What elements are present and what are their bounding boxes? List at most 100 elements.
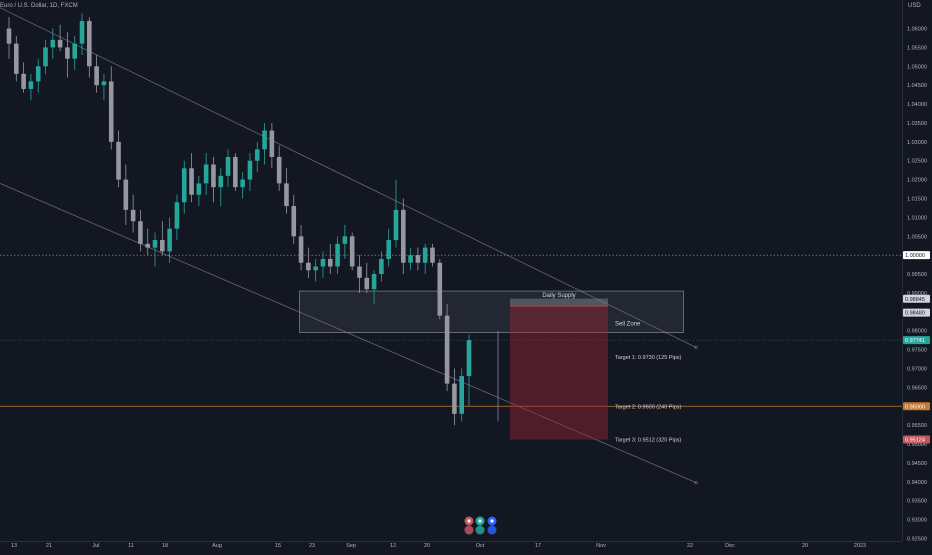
candle-bearish [284,168,289,214]
y-tick-label: 0.93500 [907,499,927,505]
candle-bearish [65,32,70,78]
candle-body [196,183,202,195]
channel-upper-endpoint [694,345,698,349]
candle-body [306,262,311,271]
y-tick-label: 0.96500 [907,385,927,391]
candle-bullish [43,39,48,74]
candle-bullish [174,194,180,241]
price-tag-bg [903,435,930,444]
y-tick-label: 0.95500 [907,423,927,429]
candle-bullish [393,179,399,248]
x-tick-label: Nov [596,543,606,549]
candles [6,13,472,426]
candle-bullish [152,232,158,267]
price-tag-label: 0.97741 [905,338,925,344]
y-tick-label: 0.95000 [907,442,927,448]
price-tag-label: 1.00000 [905,253,925,259]
candle-body [379,258,384,275]
candle-body [371,274,377,290]
flag-icon-dot [467,519,471,523]
candle-body [152,240,158,248]
candle-bearish [444,304,450,392]
candle-body [313,266,318,271]
currency-label: USD [908,3,921,9]
candle-body [393,209,399,241]
news-icon[interactable] [487,516,497,535]
chart-title: Euro / U.S. Dollar, 1D, FXCM [0,3,78,9]
flag-icon[interactable] [464,516,474,535]
candle-body [335,243,340,267]
candle-bullish [240,172,245,199]
candle-body [444,315,450,384]
candle-bearish [437,258,443,320]
time-axis[interactable]: 13 21 Jul 11 18 Aug 15 23 Sep 12 20 Oct 17 Nov 22 Dec 20… [0,541,902,550]
channel-upper-line [0,7,697,348]
candle-body [254,149,260,161]
candle-body [181,168,187,203]
price-tag-zone: 0.98480 [903,308,930,317]
floating-toolbar[interactable] [464,516,497,535]
candle-body [123,179,129,210]
candle-bearish [452,368,457,426]
candle-bullish [466,334,472,407]
candle-body [21,73,26,89]
y-tick-label: 0.97000 [907,367,927,373]
candle-bullish [313,258,318,282]
candle-body [284,183,289,207]
candle-bullish [408,247,413,271]
candle-body [116,141,121,180]
price-tag-label: 0.95124 [905,438,925,444]
candle-body [408,255,413,263]
candle-bearish [357,255,362,293]
candle-bullish [79,13,85,55]
candle-bullish [72,36,78,71]
sell-zone-label: Sell Zone [615,322,641,328]
y-tick-label: 0.93000 [907,518,927,524]
x-tick-label: 17 [535,543,541,549]
candle-bearish [108,66,114,150]
candle-body [247,160,253,180]
candle-bullish [50,28,56,59]
candle-body [466,340,472,377]
candle-body [65,47,70,59]
candle-body [6,28,12,44]
price-tag-label: 0.98845 [905,297,925,303]
price-tag-label: 0.98480 [905,311,925,317]
candle-body [218,175,224,188]
candle-body [415,255,421,263]
y-tick-label: 1.01500 [907,197,927,203]
calendar-icon-bottom [475,525,485,535]
x-tick-label: 13 [11,543,17,549]
candle-body [437,262,443,316]
calendar-icon-dot [478,519,482,523]
candle-body [211,164,216,188]
candle-body [452,383,457,414]
candle-bullish [320,251,326,278]
candle-body [364,277,370,290]
candle-bearish [415,247,421,271]
descending-channel [0,7,698,485]
candle-bearish [14,36,19,82]
candle-bearish [160,221,165,256]
candle-body [57,39,63,48]
y-tick-label: 0.99000 [907,291,927,297]
price-axis[interactable]: 1.06000 1.05500 1.05000 1.04500 1.04000 1.035… [902,0,932,550]
candle-bullish [203,153,209,195]
candle-body [276,156,282,184]
price-tag-bg [903,402,930,411]
candle-bullish [28,73,34,101]
candle-bearish [21,62,26,93]
candle-bullish [422,243,428,275]
candle-bearish [306,247,311,278]
candle-bullish [35,58,41,93]
candle-body [349,236,355,267]
candle-bullish [181,160,187,214]
flag-icon-bottom [464,525,474,535]
candle-body [291,206,297,237]
calendar-icon[interactable] [475,516,485,535]
candle-body [167,228,172,252]
candle-bullish [167,217,172,263]
price-tag-label: 0.96000 [905,404,925,410]
candle-body [357,266,362,278]
